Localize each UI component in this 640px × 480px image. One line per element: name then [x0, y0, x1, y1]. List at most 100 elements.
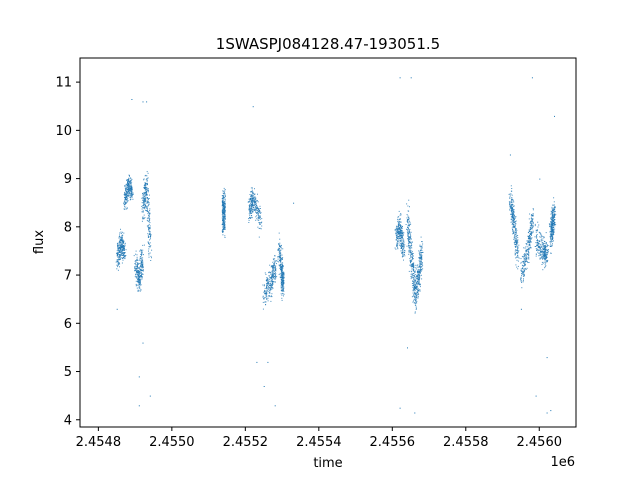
flux-point	[517, 253, 519, 255]
flux-point	[255, 216, 257, 218]
flux-point	[514, 239, 516, 241]
flux-point	[397, 248, 399, 250]
flux-point	[266, 287, 267, 289]
flux-point	[254, 206, 256, 208]
flux-point	[549, 246, 551, 247]
flux-point	[416, 291, 418, 293]
flux-point	[528, 262, 530, 263]
flux-point	[271, 288, 273, 290]
flux-point	[403, 248, 405, 250]
flux-point	[224, 214, 226, 216]
flux-point	[530, 221, 532, 223]
flux-point	[259, 211, 261, 213]
flux-point	[537, 239, 538, 241]
flux-point	[127, 184, 129, 186]
flux-point	[515, 253, 517, 254]
flux-point	[265, 296, 267, 298]
flux-point	[139, 273, 140, 275]
flux-point	[123, 248, 124, 250]
flux-point	[530, 231, 532, 233]
flux-point	[282, 270, 283, 272]
flux-point	[399, 240, 401, 242]
flux-point	[411, 252, 413, 254]
flux-point	[140, 268, 141, 270]
flux-point	[268, 281, 270, 282]
flux-point	[408, 249, 410, 251]
flux-point	[415, 297, 417, 299]
flux-point	[526, 267, 528, 269]
flux-point	[512, 229, 513, 230]
flux-point	[416, 292, 418, 294]
flux-point	[258, 215, 260, 217]
flux-point	[528, 248, 530, 250]
flux-point	[264, 290, 265, 292]
flux-point	[514, 242, 516, 243]
flux-point	[222, 210, 224, 212]
flux-point	[532, 209, 534, 211]
flux-point	[402, 236, 403, 238]
flux-point	[223, 193, 225, 195]
flux-point	[528, 254, 530, 256]
flux-point	[552, 219, 554, 221]
flux-point	[126, 195, 128, 197]
flux-point	[274, 276, 276, 278]
flux-point	[121, 262, 123, 264]
flux-point	[252, 191, 254, 193]
flux-point	[280, 259, 282, 261]
flux-point	[129, 181, 131, 183]
flux-point	[515, 231, 516, 233]
flux-point	[140, 268, 142, 270]
flux-point	[146, 189, 148, 190]
flux-point	[513, 226, 515, 227]
flux-point	[553, 197, 555, 199]
flux-point	[402, 243, 404, 245]
flux-point	[528, 257, 530, 259]
flux-point	[120, 242, 122, 244]
flux-point	[129, 195, 131, 196]
flux-point	[516, 233, 518, 235]
flux-point	[534, 236, 536, 238]
flux-point	[222, 190, 224, 192]
flux-point	[553, 214, 555, 216]
flux-point	[528, 250, 530, 252]
flux-point	[411, 253, 413, 255]
flux-point	[147, 201, 149, 203]
flux-point	[416, 289, 418, 290]
flux-point	[142, 202, 144, 204]
flux-point	[136, 277, 138, 279]
flux-point	[550, 217, 552, 219]
flux-point	[266, 288, 268, 290]
flux-point	[407, 210, 409, 212]
flux-point	[551, 231, 553, 233]
flux-point	[515, 240, 517, 242]
flux-point	[267, 284, 269, 286]
flux-point	[224, 222, 226, 224]
flux-point	[410, 256, 411, 258]
flux-point	[274, 267, 276, 269]
flux-point	[529, 231, 531, 232]
flux-point	[397, 231, 399, 233]
flux-point	[271, 275, 273, 277]
flux-point	[262, 284, 264, 286]
flux-point	[511, 205, 513, 207]
flux-point	[421, 278, 423, 280]
flux-point	[117, 264, 119, 266]
flux-point	[136, 271, 137, 273]
flux-point	[511, 212, 513, 214]
flux-point	[514, 215, 515, 216]
flux-point	[131, 189, 132, 191]
flux-point	[551, 208, 553, 210]
flux-point	[222, 198, 224, 200]
flux-point	[552, 211, 554, 213]
flux-point	[144, 194, 146, 196]
flux-point	[417, 289, 419, 291]
flux-point	[409, 221, 411, 223]
flux-point	[142, 193, 144, 195]
flux-point	[223, 212, 225, 213]
flux-point	[511, 214, 513, 216]
flux-point	[540, 253, 542, 255]
flux-point	[399, 245, 401, 247]
flux-point	[251, 189, 253, 191]
flux-point	[222, 217, 224, 219]
flux-point	[551, 232, 553, 234]
